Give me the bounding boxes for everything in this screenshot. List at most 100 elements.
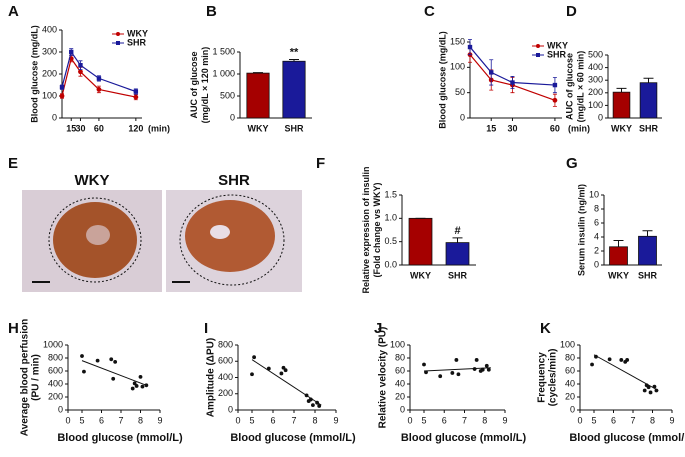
- point: [144, 383, 149, 388]
- histology-panel: E WKY SHR: [8, 155, 302, 292]
- x-tick-label: 8: [482, 415, 487, 425]
- y-tick-label: 1.0: [384, 213, 397, 223]
- x-tick-label: SHR: [639, 123, 659, 133]
- x-tick-label: 0: [235, 415, 240, 425]
- point: [467, 44, 473, 50]
- x-axis-label: Blood glucose (mmol/L): [230, 432, 356, 444]
- legend-marker: [536, 53, 540, 57]
- point: [607, 357, 612, 362]
- point: [130, 386, 135, 391]
- point: [78, 63, 83, 68]
- x-tick-label: 0: [407, 415, 412, 425]
- point: [552, 82, 558, 88]
- x-tick-label: 5: [249, 415, 254, 425]
- x-tick-label: WKY: [410, 270, 431, 280]
- y-tick-label: 1.5: [384, 189, 397, 199]
- bar: [609, 246, 628, 266]
- point: [424, 370, 428, 375]
- point: [133, 89, 139, 94]
- y-tick-label: 20: [395, 391, 405, 401]
- y-tick-label: 2: [594, 245, 599, 255]
- y-tick-label: 200: [218, 388, 233, 398]
- y-tick-label: 20: [565, 391, 575, 401]
- point: [590, 362, 594, 367]
- panel-label: K: [540, 320, 551, 337]
- point: [450, 371, 455, 375]
- y-tick-label: 100: [560, 339, 575, 349]
- trend-line: [251, 359, 322, 406]
- x-axis-label: Blood glucose (mmol/L): [57, 432, 183, 444]
- y-tick-label: 0: [58, 404, 63, 414]
- x-tick-label: 30: [75, 123, 85, 133]
- x-tick-label: 9: [157, 415, 162, 425]
- x-tick-label: 7: [291, 415, 296, 425]
- y-tick-label: 0: [228, 404, 233, 414]
- y-tick-label: 400: [48, 378, 63, 388]
- legend-label: WKY: [127, 28, 148, 38]
- x-tick-label: 6: [270, 415, 275, 425]
- y-tick-label: 0: [460, 112, 465, 122]
- y-axis-label: (PU / min): [31, 354, 42, 401]
- point: [648, 390, 653, 395]
- point: [96, 87, 102, 92]
- y-tick-label: 4: [594, 231, 599, 241]
- x-tick-label: 120: [128, 123, 143, 133]
- x-tick-label: 0: [577, 415, 582, 425]
- y-tick-label: 150: [450, 36, 465, 46]
- point: [654, 388, 659, 393]
- point: [140, 384, 145, 389]
- x-tick-label: SHR: [284, 123, 304, 133]
- series-line: [469, 54, 556, 101]
- point: [311, 403, 315, 408]
- point: [59, 85, 65, 90]
- x-tick-label: 5: [421, 415, 426, 425]
- point: [642, 388, 647, 393]
- y-tick-label: 300: [588, 75, 603, 85]
- point: [134, 384, 139, 388]
- y-tick-label: 1000: [43, 339, 63, 349]
- point: [652, 384, 657, 389]
- y-tick-label: 500: [588, 49, 603, 59]
- point: [317, 404, 322, 408]
- y-axis-label: AUC of glucose: [564, 53, 574, 120]
- y-axis-label: AUC of glucose: [189, 51, 199, 118]
- point: [250, 372, 254, 377]
- y-tick-label: 0.0: [384, 259, 397, 269]
- x-tick-label: 8: [138, 415, 143, 425]
- image-title: WKY: [75, 172, 110, 189]
- x-tick-label: 5: [79, 415, 84, 425]
- y-tick-label: 300: [42, 46, 57, 56]
- bar: [246, 72, 270, 119]
- error-bar: [616, 87, 627, 93]
- x-axis-label: (min): [148, 123, 170, 133]
- x-tick-label: 8: [650, 415, 655, 425]
- panel-label: A: [8, 3, 19, 20]
- y-tick-label: 50: [455, 87, 465, 97]
- y-axis-label: Frequency: [537, 352, 548, 403]
- point: [113, 360, 118, 364]
- bar: [638, 235, 657, 266]
- y-tick-label: 60: [395, 365, 405, 375]
- x-tick-label: 7: [118, 415, 123, 425]
- y-axis-label: Serum insulin (ng/ml): [576, 184, 586, 276]
- bar: [445, 242, 470, 266]
- y-axis-label: (Fold change vs WKY): [372, 182, 382, 277]
- error-bar: [643, 77, 654, 83]
- x-tick-label: 6: [442, 415, 447, 425]
- y-tick-label: 200: [42, 68, 57, 78]
- x-tick-label: SHR: [638, 270, 658, 280]
- x-tick-label: 0: [65, 415, 70, 425]
- point: [132, 381, 137, 386]
- x-tick-label: WKY: [248, 123, 269, 133]
- panel-label: B: [206, 3, 217, 20]
- y-tick-label: 80: [565, 352, 575, 362]
- trend-line: [423, 367, 491, 372]
- error-bar: [642, 230, 653, 237]
- x-tick-label: 9: [333, 415, 338, 425]
- x-tick-label: WKY: [611, 123, 632, 133]
- point: [304, 393, 309, 398]
- point: [96, 76, 102, 81]
- panel-label: G: [566, 155, 578, 172]
- x-tick-label: 9: [502, 415, 507, 425]
